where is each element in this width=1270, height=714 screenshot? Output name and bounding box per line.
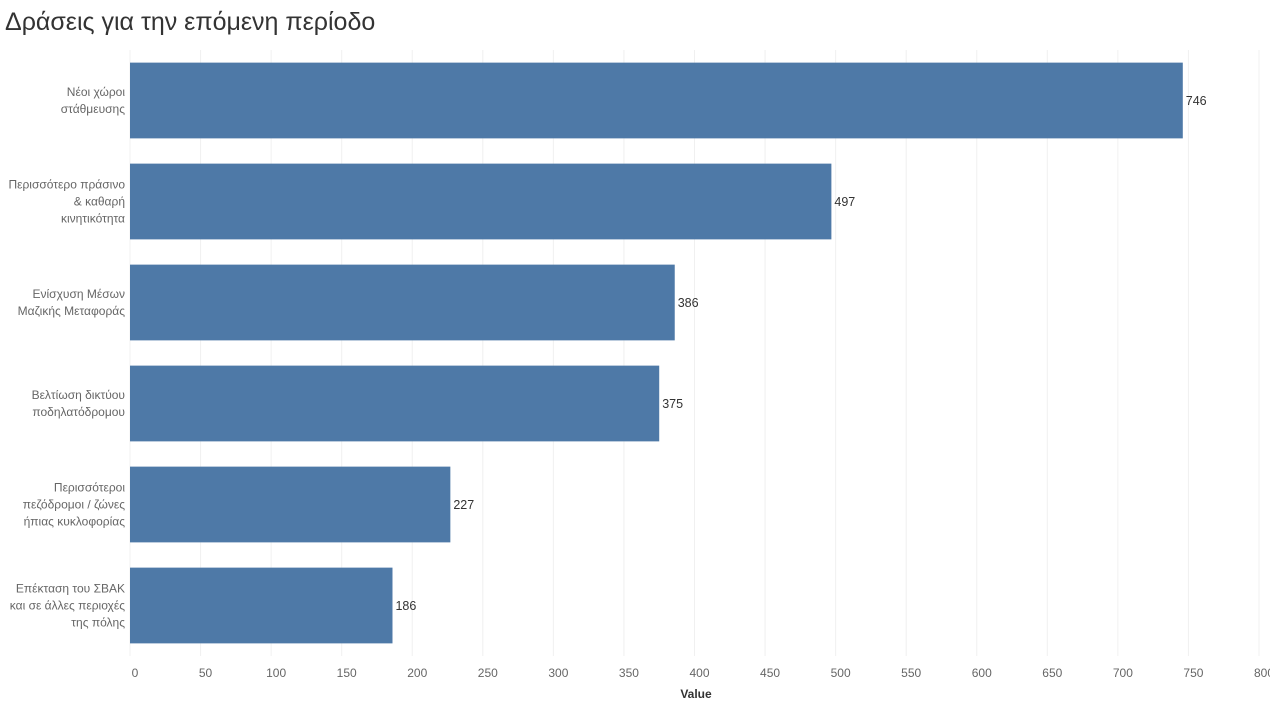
bar-value-label: 746 bbox=[1186, 94, 1207, 108]
x-tick-label: 200 bbox=[407, 666, 427, 680]
x-tick-label: 300 bbox=[548, 666, 568, 680]
category-label: Περισσότεροι πεζόδρομοι / ζώνες ήπιας κυκλ… bbox=[23, 481, 126, 529]
category-label: Ενίσχυση Μέσων Μαζικής Μεταφοράς bbox=[18, 287, 126, 318]
x-axis-ticks: 0 50 100 150 200 250 300 350 400 450 500 550 600 650 7… bbox=[132, 666, 1270, 680]
x-axis-title: Value bbox=[680, 687, 712, 701]
x-tick-label: 250 bbox=[478, 666, 498, 680]
category-label: Περισσότερο πράσινο & καθαρή κινητικότητα bbox=[8, 178, 125, 226]
bar[interactable] bbox=[130, 567, 393, 644]
x-tick-label: 500 bbox=[831, 666, 851, 680]
x-tick-label: 450 bbox=[760, 666, 780, 680]
x-tick-label: 600 bbox=[972, 666, 992, 680]
x-tick-label: 650 bbox=[1042, 666, 1062, 680]
bar[interactable] bbox=[130, 62, 1183, 139]
bar-value-label: 497 bbox=[834, 195, 855, 209]
x-tick-label: 750 bbox=[1183, 666, 1203, 680]
bar[interactable] bbox=[130, 466, 451, 543]
x-tick-label: 150 bbox=[337, 666, 357, 680]
chart-title: Δράσεις για την επόμενη περίοδο bbox=[5, 8, 376, 36]
category-label: Νέοι χώροι στάθμευσης bbox=[61, 85, 126, 116]
x-tick-label: 700 bbox=[1113, 666, 1133, 680]
x-tick-label: 400 bbox=[689, 666, 709, 680]
bar[interactable] bbox=[130, 264, 675, 341]
x-tick-label: 0 bbox=[132, 666, 139, 680]
x-tick-label: 350 bbox=[619, 666, 639, 680]
x-tick-label: 550 bbox=[901, 666, 921, 680]
x-tick-label: 800 bbox=[1254, 666, 1270, 680]
bar[interactable] bbox=[130, 365, 660, 442]
x-tick-label: 100 bbox=[266, 666, 286, 680]
bar[interactable] bbox=[130, 163, 832, 240]
bar-value-label: 227 bbox=[453, 498, 474, 512]
x-tick-label: 50 bbox=[199, 666, 213, 680]
bars: 746 497 386 375 227 186 bbox=[130, 62, 1207, 644]
category-label: Βελτίωση δικτύου ποδηλατόδρομου bbox=[32, 388, 125, 419]
category-labels: Νέοι χώροι στάθμευσης Περισσότερο πράσινο &… bbox=[8, 85, 125, 630]
bar-value-label: 386 bbox=[678, 296, 699, 310]
bar-value-label: 375 bbox=[662, 397, 683, 411]
bar-value-label: 186 bbox=[395, 599, 416, 613]
category-label: Επέκταση του ΣΒΑΚ και σε άλλες περιοχές τη… bbox=[10, 582, 125, 630]
gridlines bbox=[129, 50, 1260, 656]
